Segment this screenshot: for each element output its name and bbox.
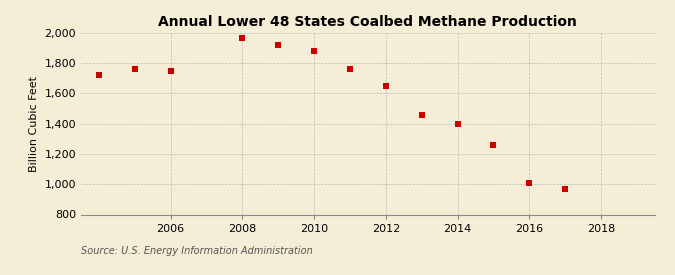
Y-axis label: Billion Cubic Feet: Billion Cubic Feet [29,76,39,172]
Text: Source: U.S. Energy Information Administration: Source: U.S. Energy Information Administ… [81,246,313,256]
Title: Annual Lower 48 States Coalbed Methane Production: Annual Lower 48 States Coalbed Methane P… [159,15,577,29]
